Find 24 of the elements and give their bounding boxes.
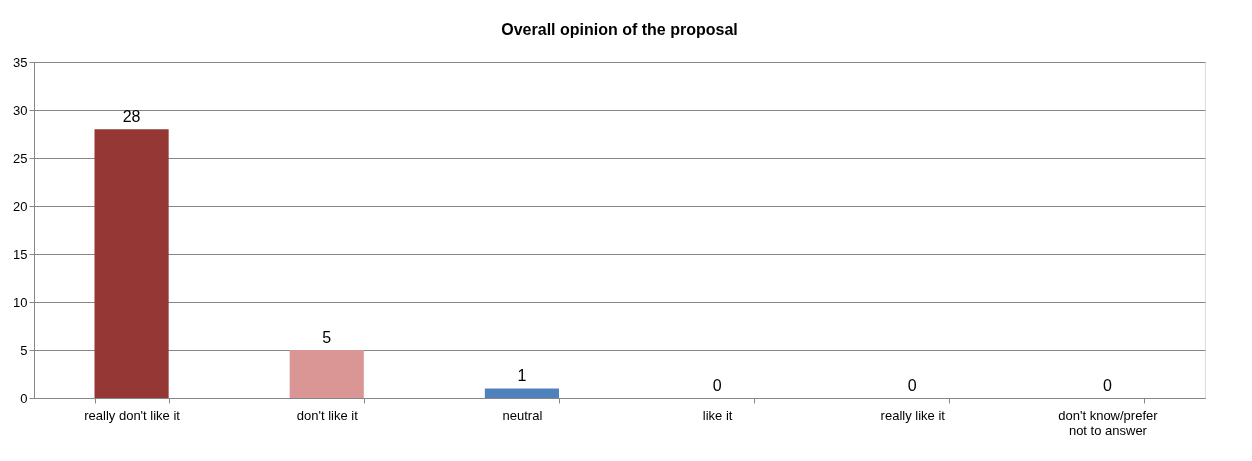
x-tick-label: neutral [502, 407, 543, 423]
bar [94, 129, 169, 398]
y-tick-label: 15 [13, 246, 28, 262]
chart-title: Overall opinion of the proposal [501, 21, 738, 38]
x-tick-label: really like it [880, 407, 946, 423]
y-tick-label: 5 [20, 342, 28, 358]
data-label: 28 [122, 108, 141, 126]
x-tick-label: don't like it [296, 407, 359, 423]
x-tick-label: don't know/prefer not to answer [1058, 407, 1159, 438]
data-label: 0 [712, 377, 722, 394]
x-tick-label: like it [702, 407, 733, 423]
y-tick-label: 10 [13, 294, 28, 310]
data-label: 0 [907, 377, 917, 394]
x-tick-label: really don't like it [84, 407, 181, 423]
y-tick-label: 0 [20, 390, 28, 406]
y-tick-label: 35 [13, 54, 28, 70]
bar [484, 388, 559, 398]
y-tick-label: 25 [13, 150, 28, 166]
data-label: 1 [517, 367, 527, 385]
data-label: 0 [1102, 377, 1112, 394]
y-tick-label: 30 [13, 102, 28, 118]
bar [289, 350, 364, 398]
y-tick-label: 20 [13, 198, 28, 214]
data-label: 5 [322, 329, 332, 346]
